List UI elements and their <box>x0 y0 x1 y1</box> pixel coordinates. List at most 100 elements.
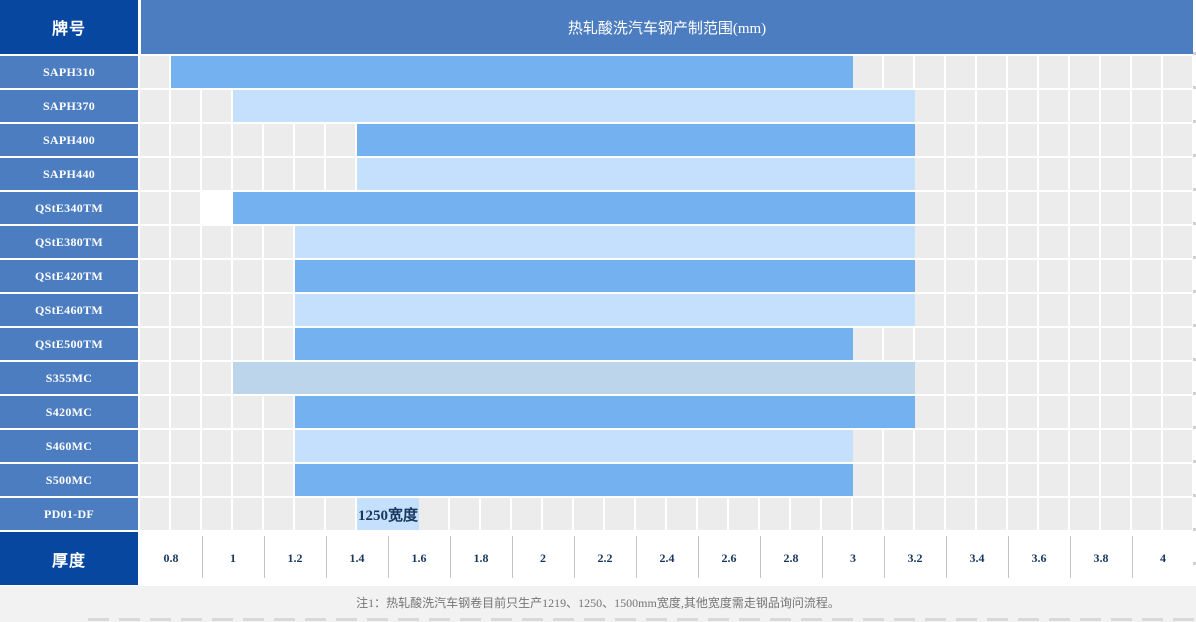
grid-cell <box>977 498 1006 530</box>
grid-cell <box>1132 192 1161 224</box>
grid-cell <box>1070 294 1099 326</box>
grid-cell <box>1070 498 1099 530</box>
grid-cell <box>946 464 975 496</box>
grid-cell <box>543 498 572 530</box>
grid-cell <box>946 294 975 326</box>
grid-cell <box>1132 362 1161 394</box>
grid-cell <box>1070 124 1099 156</box>
thickness-range-bar <box>233 90 915 122</box>
grid-cell <box>977 90 1006 122</box>
grid-cell <box>977 362 1006 394</box>
grid-cell <box>1008 294 1037 326</box>
grid-cell <box>140 430 169 462</box>
grid-cell <box>326 124 355 156</box>
footer-strip: 注1：热轧酸洗汽车钢卷目前只生产1219、1250、1500mm宽度,其他宽度需… <box>0 586 1196 622</box>
grid-cell <box>1008 124 1037 156</box>
grid-cell <box>1039 498 1068 530</box>
grid-cell <box>1163 226 1192 258</box>
grid-cell <box>977 260 1006 292</box>
thickness-axis-label: 厚度 <box>0 532 138 585</box>
chart-title: 热轧酸洗汽车钢产制范围(mm) <box>141 0 1193 54</box>
grid-cell <box>171 192 200 224</box>
grade-row-label: S355MC <box>0 362 138 394</box>
grid-cell <box>1163 328 1192 360</box>
grid-cell <box>915 226 944 258</box>
grid-cell <box>1101 260 1130 292</box>
grid-cell <box>1039 90 1068 122</box>
grid-cell <box>1101 328 1130 360</box>
tick-separator <box>822 536 823 578</box>
grid-cell <box>450 498 479 530</box>
grid-cell <box>574 498 603 530</box>
grid-cell <box>1101 362 1130 394</box>
grid-cell <box>1163 56 1192 88</box>
grid-cell <box>233 396 262 428</box>
grid-cell <box>946 362 975 394</box>
grid-cell <box>884 464 913 496</box>
grid-cell <box>1163 362 1192 394</box>
grid-cell <box>202 192 231 224</box>
grid-cell <box>233 294 262 326</box>
grid-cell <box>1008 90 1037 122</box>
grid-cell <box>140 464 169 496</box>
grid-cell <box>977 328 1006 360</box>
grid-cell <box>140 362 169 394</box>
tick-separator <box>388 536 389 578</box>
grid-cell <box>140 328 169 360</box>
tick-separator <box>450 536 451 578</box>
grid-cell <box>915 260 944 292</box>
grid-cell <box>171 90 200 122</box>
grid-cell <box>1163 294 1192 326</box>
grid-cell <box>1101 56 1130 88</box>
grid-cell <box>264 260 293 292</box>
grid-cell <box>1101 124 1130 156</box>
grid-cell <box>946 158 975 190</box>
grid-cell <box>1039 396 1068 428</box>
grid-cell <box>915 90 944 122</box>
grid-cell <box>1101 464 1130 496</box>
grid-cell <box>295 498 324 530</box>
grid-cell <box>1163 192 1192 224</box>
grid-cell <box>1039 430 1068 462</box>
grid-cell <box>264 158 293 190</box>
grid-cell <box>853 464 882 496</box>
grid-cell <box>977 158 1006 190</box>
grid-cell <box>1101 226 1130 258</box>
thickness-tick: 3.4 <box>947 533 1007 583</box>
grid-cell <box>140 396 169 428</box>
thickness-tick: 1.2 <box>265 533 325 583</box>
grid-cell <box>636 498 665 530</box>
grid-cell <box>946 124 975 156</box>
grid-cell <box>853 328 882 360</box>
tick-separator <box>946 536 947 578</box>
grid-cell <box>1101 430 1130 462</box>
grid-cell <box>1039 226 1068 258</box>
thickness-range-bar <box>357 124 915 156</box>
grid-cell <box>202 158 231 190</box>
grid-cell <box>977 464 1006 496</box>
grid-cell <box>1070 90 1099 122</box>
grid-cell <box>202 464 231 496</box>
grid-cell <box>481 498 510 530</box>
grid-cell <box>1070 226 1099 258</box>
width-note-cell: 1250宽度 <box>357 498 419 530</box>
grid-cell <box>1132 498 1161 530</box>
thickness-tick: 2 <box>513 533 573 583</box>
thickness-tick: 0.8 <box>141 533 201 583</box>
grid-cell <box>698 498 727 530</box>
grid-cell <box>1070 328 1099 360</box>
grid-cell <box>140 226 169 258</box>
grid-cell <box>171 430 200 462</box>
grid-cell <box>1163 90 1192 122</box>
grid-cell <box>326 158 355 190</box>
grade-row-label: QStE460TM <box>0 294 138 326</box>
grid-cell <box>822 498 851 530</box>
grid-cell <box>326 498 355 530</box>
grid-cell <box>1008 464 1037 496</box>
grid-cell <box>1039 56 1068 88</box>
grid-cell <box>140 498 169 530</box>
thickness-tick: 2.2 <box>575 533 635 583</box>
grid-cell <box>264 396 293 428</box>
grid-cell <box>1132 328 1161 360</box>
